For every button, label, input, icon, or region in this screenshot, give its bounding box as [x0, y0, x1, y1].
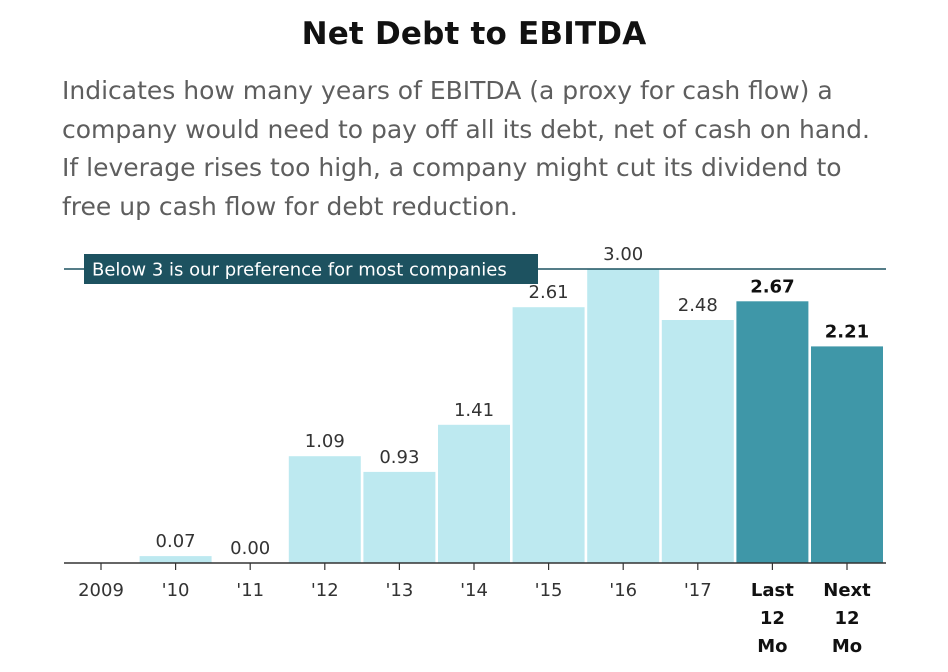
x-tick-label-2: '11: [236, 580, 264, 601]
x-tick-label-10: Next 12 Mo: [823, 580, 871, 657]
value-label-2: 0.00: [230, 538, 270, 559]
x-tick-label-9: Last 12 Mo: [751, 580, 794, 657]
x-tick-label-7: '16: [609, 580, 637, 601]
reference-label: Below 3 is our preference for most compa…: [92, 260, 507, 281]
value-label-10: 2.21: [825, 321, 869, 342]
value-label-4: 0.93: [379, 447, 419, 468]
x-tick-label-6: '15: [535, 580, 563, 601]
value-label-5: 1.41: [454, 400, 494, 421]
bar-5: [438, 424, 510, 563]
bar-6: [512, 307, 585, 563]
bar-4: [363, 471, 436, 563]
x-tick-label-3: '12: [311, 580, 339, 601]
x-tick-label-0: 2009: [78, 580, 124, 601]
value-label-8: 2.48: [678, 295, 718, 316]
bar-1: [139, 556, 212, 563]
reference-label-background: [84, 254, 538, 284]
value-label-9: 2.67: [750, 276, 794, 297]
value-label-6: 2.61: [529, 282, 569, 303]
bar-8: [661, 320, 734, 563]
chart-title: Net Debt to EBITDA: [301, 16, 647, 52]
bar-10: [811, 346, 883, 563]
value-label-7: 3.00: [603, 244, 643, 265]
x-tick-label-5: '14: [460, 580, 488, 601]
value-label-1: 0.07: [156, 531, 196, 552]
bar-3: [288, 456, 361, 563]
bar-9: [736, 301, 809, 563]
bar-7: [587, 269, 660, 563]
x-tick-label-8: '17: [684, 580, 712, 601]
x-tick-label-4: '13: [385, 580, 413, 601]
value-label-3: 1.09: [305, 431, 345, 452]
x-tick-label-1: '10: [162, 580, 190, 601]
chart-subtitle: Indicates how many years of EBITDA (a pr…: [62, 76, 870, 221]
